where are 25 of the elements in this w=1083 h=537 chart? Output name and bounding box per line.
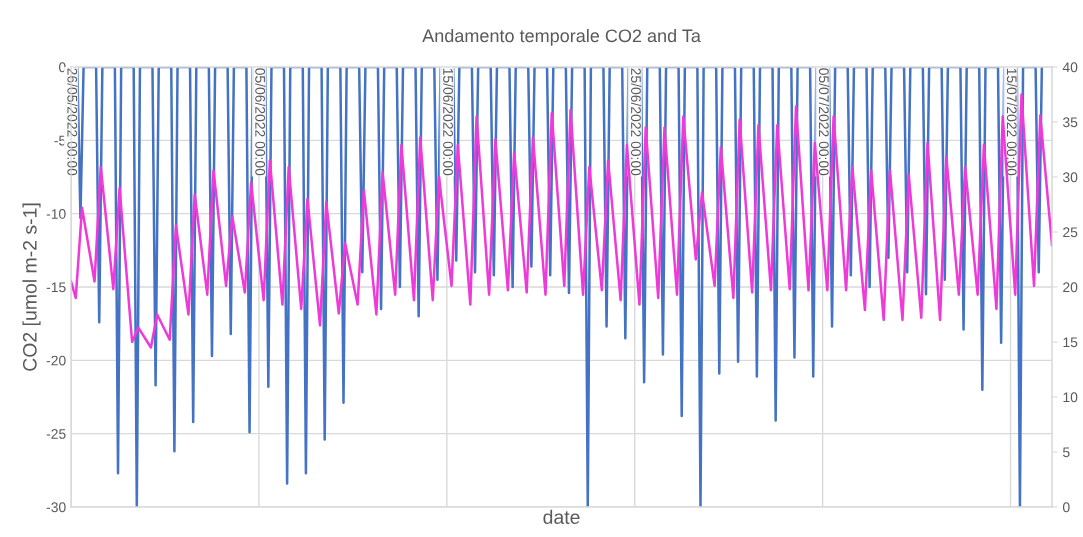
y2-tick-label: 0 (1062, 502, 1070, 513)
x-tick-label: 15/07/2022 00:00 (1006, 68, 1018, 176)
y-tick-label: -25 (46, 428, 66, 439)
y-tick-label: -20 (46, 355, 66, 366)
x-tick-label: 15/06/2022 00:00 (443, 68, 454, 176)
y2-tick-label: 30 (1062, 172, 1078, 183)
y2-tick-label: 5 (1063, 447, 1070, 458)
y2-tick-label: 25 (1063, 227, 1078, 238)
y2-tick-label: 20 (1063, 282, 1078, 293)
x-tick-label: 05/07/2022 00:00 (818, 68, 830, 176)
x-tick-label: 05/06/2022 00:00 (255, 68, 266, 176)
y-axis-title: CO2 [umol m-2 s-1] (22, 203, 41, 371)
x-tick-label: 25/06/2022 00:00 (631, 68, 642, 176)
y-tick-label: -5 (54, 135, 66, 146)
y-tick-label: -15 (46, 282, 66, 293)
y-tick-label: -30 (46, 502, 66, 513)
chart-title: Andamento temporale CO2 and Ta (422, 28, 701, 46)
y2-tick-label: 35 (1062, 117, 1078, 128)
y2-tick-label: 10 (1063, 392, 1078, 403)
y2-tick-label: 15 (1063, 337, 1078, 348)
x-axis-title: date (543, 509, 580, 525)
y-tick-label: 0 (59, 62, 66, 73)
y2-tick-label: 40 (1062, 62, 1078, 73)
y-tick-label: -10 (46, 209, 66, 219)
x-tick-label: 26/05/2022 00:00 (67, 68, 78, 176)
